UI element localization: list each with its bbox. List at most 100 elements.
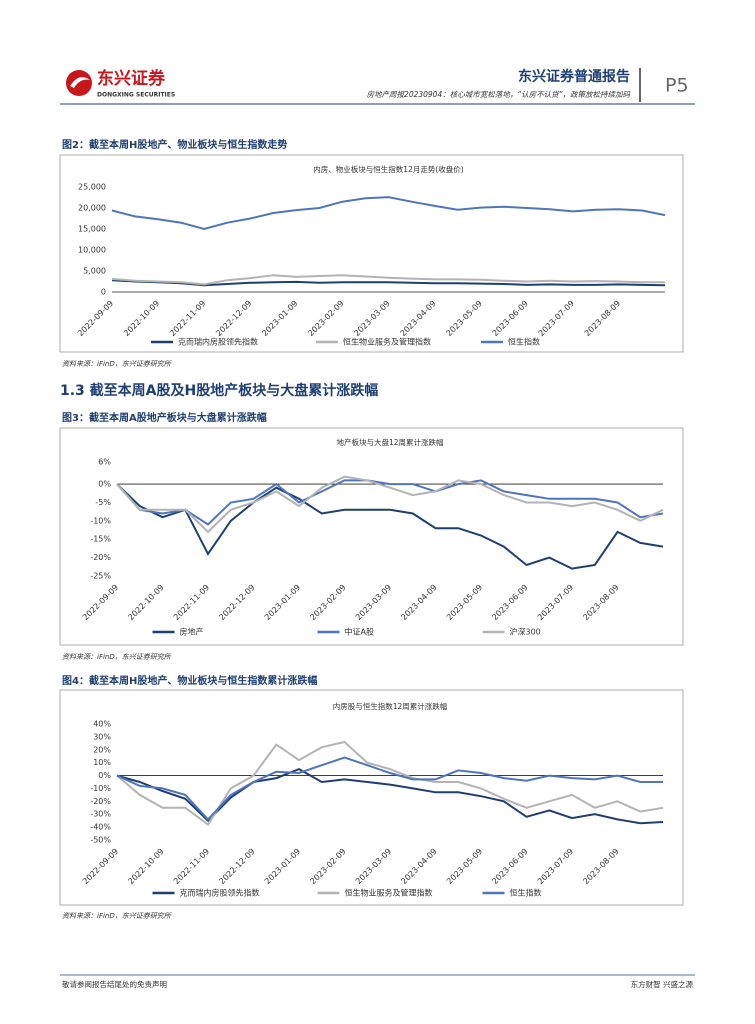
legend-label: 恒生指数 [508, 337, 540, 347]
figure-title: 图3：截至本周A股地产板块与大盘累计涨跌幅 [62, 411, 267, 424]
chart-title: 地产板块与大盘12周累计涨跌幅 [336, 437, 444, 447]
chart-frame [59, 689, 684, 906]
logo-icon [66, 70, 92, 96]
x-tick-label: 2023-07-09 [536, 583, 575, 622]
company-name: 东兴证券 [97, 68, 166, 89]
legend-label: 克而瑞内房股领先指数 [178, 337, 258, 347]
chart-title: 内房股与恒生指数12周累计涨跌幅 [333, 701, 448, 711]
x-tick-label: 2023-03-09 [354, 847, 393, 886]
footer-right: 东方财智 兴盛之源 [631, 979, 694, 989]
x-tick-label: 2022-11-09 [168, 299, 207, 338]
y-tick-label: 25,000 [78, 183, 106, 192]
y-tick-label: 10% [93, 758, 111, 767]
x-tick-label: 2023-05-09 [445, 299, 484, 338]
y-tick-label: 0% [98, 771, 111, 780]
x-tick-label: 2022-12-09 [214, 299, 253, 338]
x-tick-label: 2022-09-09 [81, 583, 120, 622]
y-tick-label: -20% [90, 797, 111, 806]
figure-source: 资料来源：iFinD，东兴证券研究所 [62, 360, 172, 368]
y-tick-label: -10% [90, 784, 111, 793]
x-tick-label: 2023-03-09 [354, 583, 393, 622]
x-tick-label: 2023-07-09 [537, 299, 576, 338]
x-tick-label: 2023-01-09 [260, 299, 299, 338]
line-series [111, 274, 665, 286]
y-tick-label: -10% [90, 516, 111, 525]
y-tick-label: 20,000 [78, 204, 106, 213]
line-series [116, 756, 663, 821]
y-tick-label: 0 [101, 288, 106, 297]
y-tick-label: 6% [98, 458, 111, 467]
x-tick-label: 2023-05-09 [445, 583, 484, 622]
x-tick-label: 2023-05-09 [445, 847, 484, 886]
y-tick-label: -20% [90, 553, 111, 562]
x-tick-label: 2022-11-09 [172, 847, 211, 886]
x-tick-label: 2023-04-09 [399, 847, 438, 886]
x-tick-label: 2023-02-09 [306, 299, 345, 338]
x-tick-label: 2022-10-09 [122, 299, 161, 338]
chart-title: 内房、物业板块与恒生指数12月走势(收盘价) [313, 164, 463, 174]
y-tick-label: 15,000 [78, 225, 106, 234]
x-tick-label: 2023-03-09 [352, 299, 391, 338]
figure-source: 资料来源：iFinD，东兴证券研究所 [62, 653, 172, 661]
x-tick-label: 2022-12-09 [217, 847, 256, 886]
line-series [116, 740, 664, 826]
legend-label: 克而瑞内房股领先指数 [180, 888, 260, 898]
x-tick-label: 2023-06-09 [490, 583, 529, 622]
x-tick-label: 2023-02-09 [308, 583, 347, 622]
chart-frame [59, 427, 684, 646]
x-tick-label: 2023-06-09 [490, 847, 529, 886]
report-type: 东兴证券普通报告 [518, 68, 630, 85]
x-tick-label: 2023-08-09 [583, 299, 622, 338]
logo-swirl [70, 77, 90, 88]
y-tick-label: -15% [90, 535, 111, 544]
y-tick-label: 0% [98, 480, 111, 489]
x-tick-label: 2023-07-09 [536, 847, 575, 886]
y-tick-label: -5% [95, 498, 111, 507]
legend-label: 中证A股 [345, 627, 374, 637]
y-tick-label: -50% [90, 836, 111, 845]
line-series [116, 483, 664, 570]
figure-title: 图2：截至本周H股地产、物业板块与恒生指数走势 [62, 138, 287, 151]
x-tick-label: 2023-06-09 [491, 299, 530, 338]
x-tick-label: 2022-09-09 [81, 847, 120, 886]
line-series [116, 475, 664, 534]
x-tick-label: 2023-02-09 [308, 847, 347, 886]
x-tick-label: 2023-04-09 [399, 583, 438, 622]
y-tick-label: -25% [90, 572, 111, 581]
line-series [111, 196, 666, 231]
line-series [116, 767, 664, 825]
legend-label: 恒生指数 [510, 888, 542, 898]
x-tick-label: 2022-11-09 [172, 583, 211, 622]
x-tick-label: 2023-08-09 [581, 583, 620, 622]
legend-label: 沪深300 [510, 627, 541, 637]
y-tick-label: 20% [93, 745, 111, 754]
report-subtitle: 房地产周报20230904：核心城市宽松落地，“认房不认贷”，政策放松持续加码 [367, 90, 631, 99]
x-tick-label: 2022-10-09 [126, 583, 165, 622]
figure-title: 图4：截至本周H股地产、物业板块与恒生指数累计涨跌幅 [62, 674, 317, 687]
y-tick-label: -40% [90, 823, 111, 832]
y-tick-label: 10,000 [78, 246, 106, 255]
y-tick-label: 30% [93, 732, 111, 741]
x-tick-label: 2023-01-09 [263, 583, 302, 622]
x-tick-label: 2023-01-09 [263, 847, 302, 886]
x-tick-label: 2022-12-09 [217, 583, 256, 622]
page-number: P5 [665, 75, 689, 97]
footer-left: 敬请参阅报告结尾处的免责声明 [62, 979, 167, 989]
x-tick-label: 2023-08-09 [581, 847, 620, 886]
y-tick-label: -30% [90, 810, 111, 819]
x-tick-label: 2023-04-09 [399, 299, 438, 338]
line-series [116, 479, 664, 526]
x-tick-label: 2022-10-09 [126, 847, 165, 886]
y-tick-label: 5,000 [83, 267, 106, 276]
company-en: DONGXING SECURITIES [97, 92, 175, 99]
chart-frame [59, 154, 684, 353]
legend-label: 房地产 [180, 627, 204, 637]
section-heading: 1.3 截至本周A股及H股地产板块与大盘累计涨跌幅 [60, 382, 378, 399]
legend-label: 恒生物业服务及管理指数 [345, 888, 433, 898]
legend-label: 恒生物业服务及管理指数 [343, 337, 431, 347]
figure-source: 资料来源：iFinD，东兴证券研究所 [62, 912, 172, 920]
y-tick-label: 40% [93, 720, 111, 729]
x-tick-label: 2022-09-09 [76, 299, 115, 338]
